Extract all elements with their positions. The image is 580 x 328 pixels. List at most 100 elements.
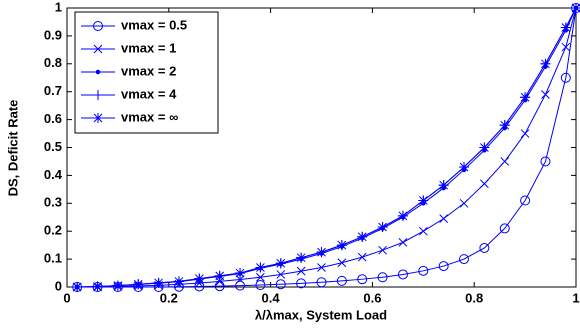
marker-circle xyxy=(357,274,368,285)
marker-stroke xyxy=(520,129,530,138)
marker xyxy=(357,274,368,285)
marker xyxy=(479,142,490,153)
y-tick-label: 0.3 xyxy=(44,195,62,210)
marker-stroke xyxy=(235,275,245,284)
marker xyxy=(398,238,408,247)
marker xyxy=(459,162,470,173)
legend-label: vmax = 0.5 xyxy=(121,17,187,32)
marker xyxy=(112,280,123,291)
legend-marker xyxy=(93,90,103,100)
marker xyxy=(541,90,550,99)
marker xyxy=(418,265,429,276)
marker xyxy=(438,261,449,272)
marker xyxy=(235,280,246,291)
legend-label: vmax = 2 xyxy=(121,63,176,78)
marker xyxy=(397,210,408,221)
marker xyxy=(499,223,510,234)
marker-stroke xyxy=(357,252,367,262)
marker xyxy=(438,180,449,191)
marker xyxy=(520,195,531,206)
marker-stroke xyxy=(480,179,489,189)
marker xyxy=(92,281,103,292)
y-tick-label: 1 xyxy=(55,0,62,14)
marker xyxy=(275,279,286,290)
marker-circle xyxy=(316,277,327,288)
marker-circle xyxy=(377,272,388,283)
marker xyxy=(336,240,347,251)
marker xyxy=(377,272,388,283)
marker-dot xyxy=(95,69,101,75)
marker xyxy=(520,92,531,103)
marker xyxy=(560,22,571,33)
marker xyxy=(296,252,307,263)
y-tick-label: 0.9 xyxy=(44,27,62,42)
marker xyxy=(378,245,387,255)
marker xyxy=(317,263,326,272)
marker-circle xyxy=(479,242,490,253)
legend-marker xyxy=(93,113,103,123)
marker-stroke xyxy=(541,90,550,99)
legend-marker xyxy=(95,69,101,75)
y-axis-label: DS, Deficit Rate xyxy=(5,100,20,197)
marker-stroke xyxy=(256,272,265,282)
marker-circle xyxy=(296,278,307,289)
marker xyxy=(276,270,286,279)
marker-stroke xyxy=(317,263,326,272)
marker xyxy=(418,226,428,236)
marker xyxy=(479,242,490,253)
marker xyxy=(255,262,266,273)
marker-stroke xyxy=(459,198,469,208)
marker-circle xyxy=(499,223,510,234)
marker xyxy=(336,275,347,286)
marker xyxy=(72,282,83,292)
marker xyxy=(214,270,225,281)
marker-circle xyxy=(418,265,429,276)
marker-circle xyxy=(336,275,347,286)
marker-stroke xyxy=(378,245,387,255)
y-tick-label: 0.4 xyxy=(44,167,63,182)
marker-stroke xyxy=(276,270,286,279)
x-tick-label: 0.4 xyxy=(262,290,281,305)
x-tick-label: 0.6 xyxy=(363,290,381,305)
marker-stroke xyxy=(439,214,449,223)
marker-stroke xyxy=(418,226,428,236)
marker-circle xyxy=(438,261,449,272)
x-tick-label: 0 xyxy=(63,290,70,305)
marker-stroke xyxy=(398,238,408,247)
marker xyxy=(499,120,510,131)
marker-circle xyxy=(520,195,531,206)
marker xyxy=(540,156,551,167)
x-tick-label: 1 xyxy=(572,290,579,305)
legend-label: vmax = 1 xyxy=(121,40,176,55)
marker xyxy=(520,129,530,138)
marker-circle xyxy=(275,279,286,290)
marker-circle xyxy=(255,280,266,291)
marker xyxy=(439,214,449,223)
marker xyxy=(357,231,368,242)
y-tick-label: 0.7 xyxy=(44,83,62,98)
marker xyxy=(459,198,469,208)
marker-circle xyxy=(235,280,246,291)
marker xyxy=(397,269,408,280)
y-tick-label: 0 xyxy=(55,278,62,293)
marker-circle xyxy=(459,254,470,265)
marker xyxy=(316,277,327,288)
y-tick-label: 0.1 xyxy=(44,251,62,266)
marker xyxy=(133,279,144,290)
marker xyxy=(194,273,205,284)
marker xyxy=(571,3,580,13)
marker xyxy=(357,252,367,262)
legend-marker xyxy=(93,44,103,54)
marker xyxy=(173,276,184,287)
legend-marker xyxy=(93,21,103,31)
marker xyxy=(153,277,164,288)
marker-stroke xyxy=(296,266,306,276)
marker xyxy=(256,272,265,282)
marker xyxy=(275,258,286,269)
marker xyxy=(540,58,551,69)
x-tick-label: 0.2 xyxy=(160,290,178,305)
marker xyxy=(561,42,571,52)
marker xyxy=(337,258,347,268)
marker-circle xyxy=(560,72,571,83)
